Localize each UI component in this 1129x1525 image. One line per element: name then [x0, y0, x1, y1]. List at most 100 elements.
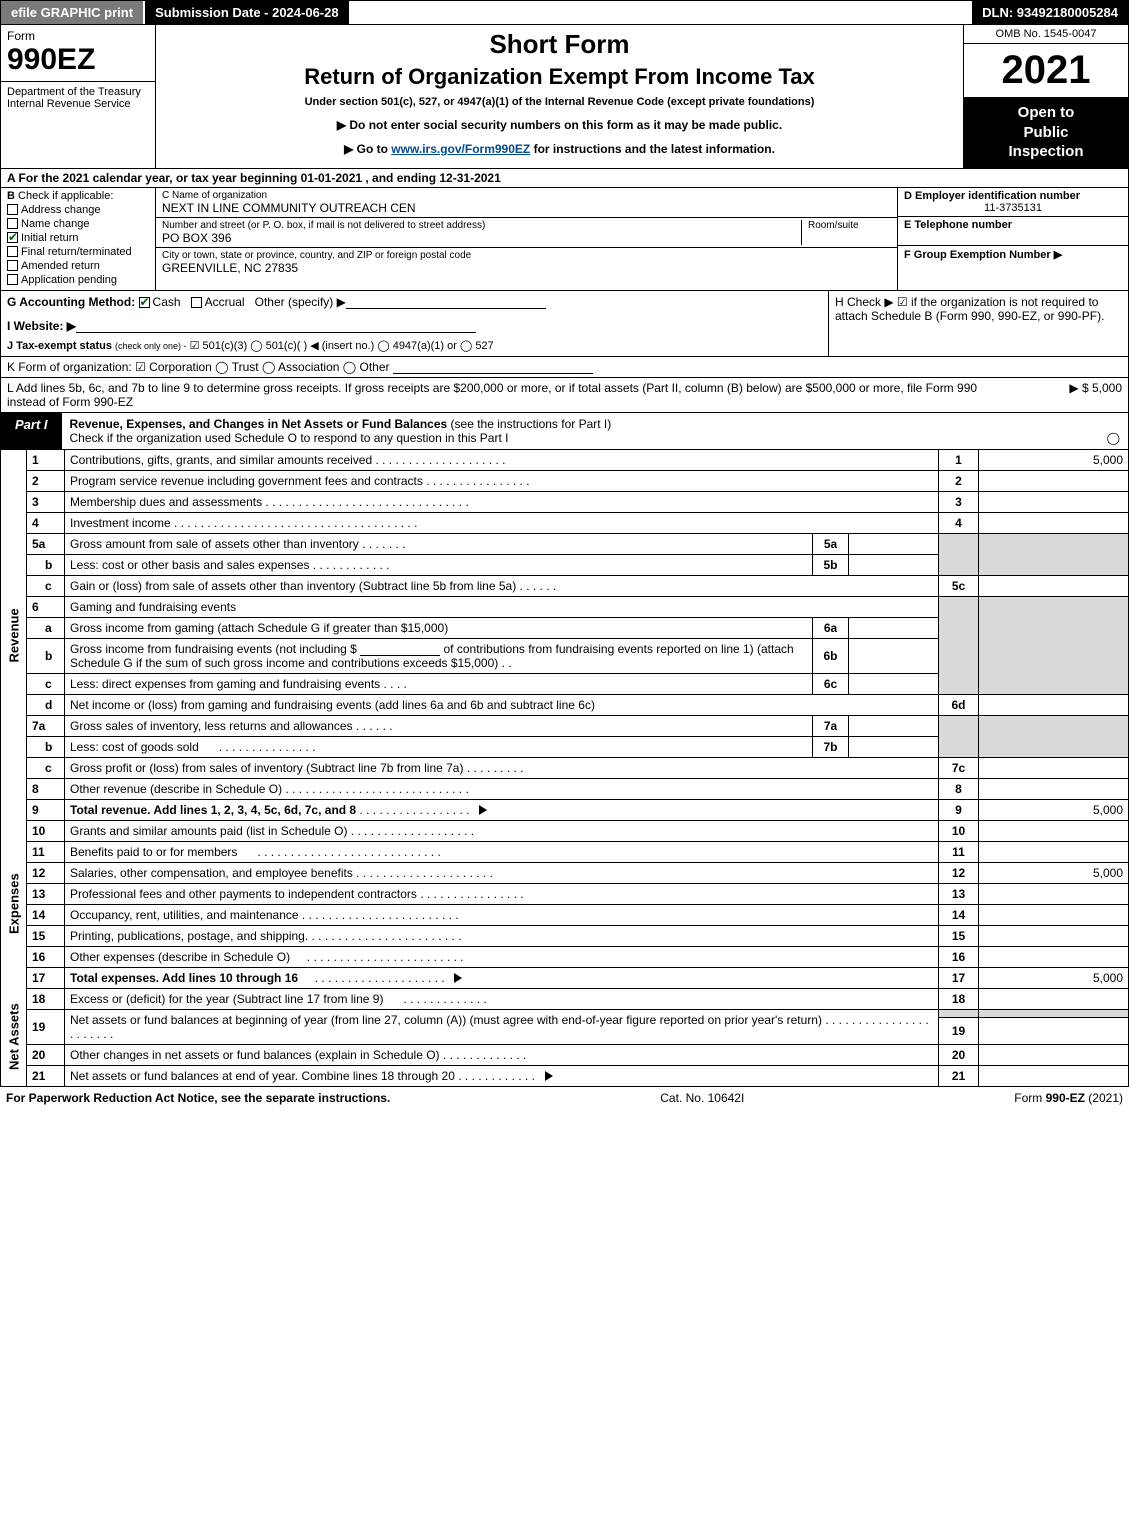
line-6d-desc: Net income or (loss) from gaming and fun… — [65, 694, 939, 715]
under-section: Under section 501(c), 527, or 4947(a)(1)… — [162, 96, 957, 108]
topbar: efile GRAPHIC print Submission Date - 20… — [0, 0, 1129, 25]
netassets-sidebar: Net Assets — [1, 988, 27, 1086]
line-18-val — [979, 988, 1129, 1009]
line-6c-ival — [849, 673, 939, 694]
row-k: K Form of organization: ☑ Corporation ◯ … — [0, 357, 1129, 378]
line-8-box: 8 — [939, 778, 979, 799]
g-other: Other (specify) ▶ — [255, 295, 346, 309]
line-5a-inum: 5a — [813, 533, 849, 554]
g-accrual-check[interactable] — [191, 297, 202, 308]
line-8-num: 8 — [27, 778, 65, 799]
city-cell: City or town, state or province, country… — [156, 248, 897, 277]
line-6a-ival — [849, 617, 939, 638]
line-16-val — [979, 946, 1129, 967]
line-4: 4 Investment income . . . . . . . . . . … — [1, 512, 1129, 533]
line-5b-inum: 5b — [813, 554, 849, 575]
line-6c-inum: 6c — [813, 673, 849, 694]
line-19-shade — [939, 1009, 979, 1018]
line-5c-box: 5c — [939, 575, 979, 596]
efile-print-button[interactable]: efile GRAPHIC print — [1, 1, 145, 24]
open-to-public: Open to Public Inspection — [964, 97, 1128, 168]
line-14-val — [979, 904, 1129, 925]
check-initial-return[interactable]: Initial return — [7, 232, 149, 244]
line-11-desc: Benefits paid to or for members . . . . … — [65, 841, 939, 862]
footer-right: Form 990-EZ (2021) — [1014, 1091, 1123, 1105]
line-5a-ival — [849, 533, 939, 554]
line-7ab-shade-val — [979, 715, 1129, 757]
street-label: Number and street (or P. O. box, if mail… — [162, 220, 801, 231]
line-12-box: 12 — [939, 862, 979, 883]
part-1-check-line: Check if the organization used Schedule … — [70, 431, 509, 445]
line-1-box: 1 — [939, 450, 979, 471]
line-13-box: 13 — [939, 883, 979, 904]
g-cash-check[interactable] — [139, 297, 150, 308]
check-application-pending-label: Application pending — [21, 274, 117, 286]
check-amended-return[interactable]: Amended return — [7, 260, 149, 272]
g-label: G Accounting Method: — [7, 295, 135, 309]
b-letter: B — [7, 190, 15, 202]
line-6-num: 6 — [27, 596, 65, 617]
line-6b-amount-input[interactable] — [360, 642, 440, 656]
check-final-return[interactable]: Final return/terminated — [7, 246, 149, 258]
line-7c-desc: Gross profit or (loss) from sales of inv… — [65, 757, 939, 778]
line-10-desc: Grants and similar amounts paid (list in… — [65, 820, 939, 841]
topbar-spacer — [351, 1, 973, 24]
page-footer: For Paperwork Reduction Act Notice, see … — [0, 1087, 1129, 1109]
line-15-desc: Printing, publications, postage, and shi… — [65, 925, 939, 946]
phone-cell: E Telephone number — [898, 217, 1128, 246]
line-6b-num: b — [27, 638, 65, 673]
short-form-title: Short Form — [162, 29, 957, 60]
line-20: 20 Other changes in net assets or fund b… — [1, 1044, 1129, 1065]
line-6-shade-val — [979, 596, 1129, 694]
line-11-val — [979, 841, 1129, 862]
k-text[interactable]: K Form of organization: ☑ Corporation ◯ … — [7, 360, 390, 374]
check-amended-return-label: Amended return — [21, 260, 100, 272]
line-18-desc: Excess or (deficit) for the year (Subtra… — [65, 988, 939, 1009]
expenses-sidebar: Expenses — [1, 820, 27, 988]
row-gh: G Accounting Method: Cash Accrual Other … — [0, 291, 1129, 357]
part-1-title: Revenue, Expenses, and Changes in Net As… — [70, 417, 448, 431]
submission-date-button[interactable]: Submission Date - 2024-06-28 — [145, 1, 351, 24]
main-title: Return of Organization Exempt From Incom… — [162, 64, 957, 90]
line-16-box: 16 — [939, 946, 979, 967]
line-5b-num: b — [27, 554, 65, 575]
line-7a: 7a Gross sales of inventory, less return… — [1, 715, 1129, 736]
check-address-change[interactable]: Address change — [7, 204, 149, 216]
line-4-box: 4 — [939, 512, 979, 533]
line-1-num: 1 — [27, 450, 65, 471]
line-19-top: 19 Net assets or fund balances at beginn… — [1, 1009, 1129, 1018]
line-7b-num: b — [27, 736, 65, 757]
line-2-box: 2 — [939, 470, 979, 491]
line-6-desc: Gaming and fundraising events — [65, 596, 939, 617]
check-application-pending[interactable]: Application pending — [7, 274, 149, 286]
line-5a-num: 5a — [27, 533, 65, 554]
line-5c-val — [979, 575, 1129, 596]
line-5ab-shade — [939, 533, 979, 575]
line-5c-num: c — [27, 575, 65, 596]
irs-link[interactable]: www.irs.gov/Form990EZ — [391, 142, 530, 156]
arrow-icon — [479, 805, 487, 815]
part-1-header: Part I Revenue, Expenses, and Changes in… — [0, 413, 1129, 450]
line-11: 11 Benefits paid to or for members . . .… — [1, 841, 1129, 862]
website-input[interactable] — [76, 319, 476, 333]
phone-label: E Telephone number — [904, 219, 1122, 231]
goto-post: for instructions and the latest informat… — [530, 142, 775, 156]
check-name-change[interactable]: Name change — [7, 218, 149, 230]
line-12-desc: Salaries, other compensation, and employ… — [65, 862, 939, 883]
open-line-1: Open to — [968, 103, 1124, 123]
line-3: 3 Membership dues and assessments . . . … — [1, 491, 1129, 512]
org-name-label: C Name of organization — [162, 190, 891, 201]
part-1-check-end[interactable]: ◯ — [1107, 431, 1120, 445]
group-cell: F Group Exemption Number ▶ — [898, 246, 1128, 263]
k-other-input[interactable] — [393, 360, 593, 374]
row-g: G Accounting Method: Cash Accrual Other … — [1, 291, 828, 356]
g-other-input[interactable] — [346, 295, 546, 309]
line-20-desc: Other changes in net assets or fund bala… — [65, 1044, 939, 1065]
revenue-sidebar: Revenue — [1, 450, 27, 821]
footer-center: Cat. No. 10642I — [660, 1091, 744, 1105]
arrow-icon — [545, 1071, 553, 1081]
line-5a: 5a Gross amount from sale of assets othe… — [1, 533, 1129, 554]
line-12-num: 12 — [27, 862, 65, 883]
line-2: 2 Program service revenue including gove… — [1, 470, 1129, 491]
j-options[interactable]: ☑ 501(c)(3) ◯ 501(c)( ) ◀ (insert no.) ◯… — [190, 340, 494, 352]
